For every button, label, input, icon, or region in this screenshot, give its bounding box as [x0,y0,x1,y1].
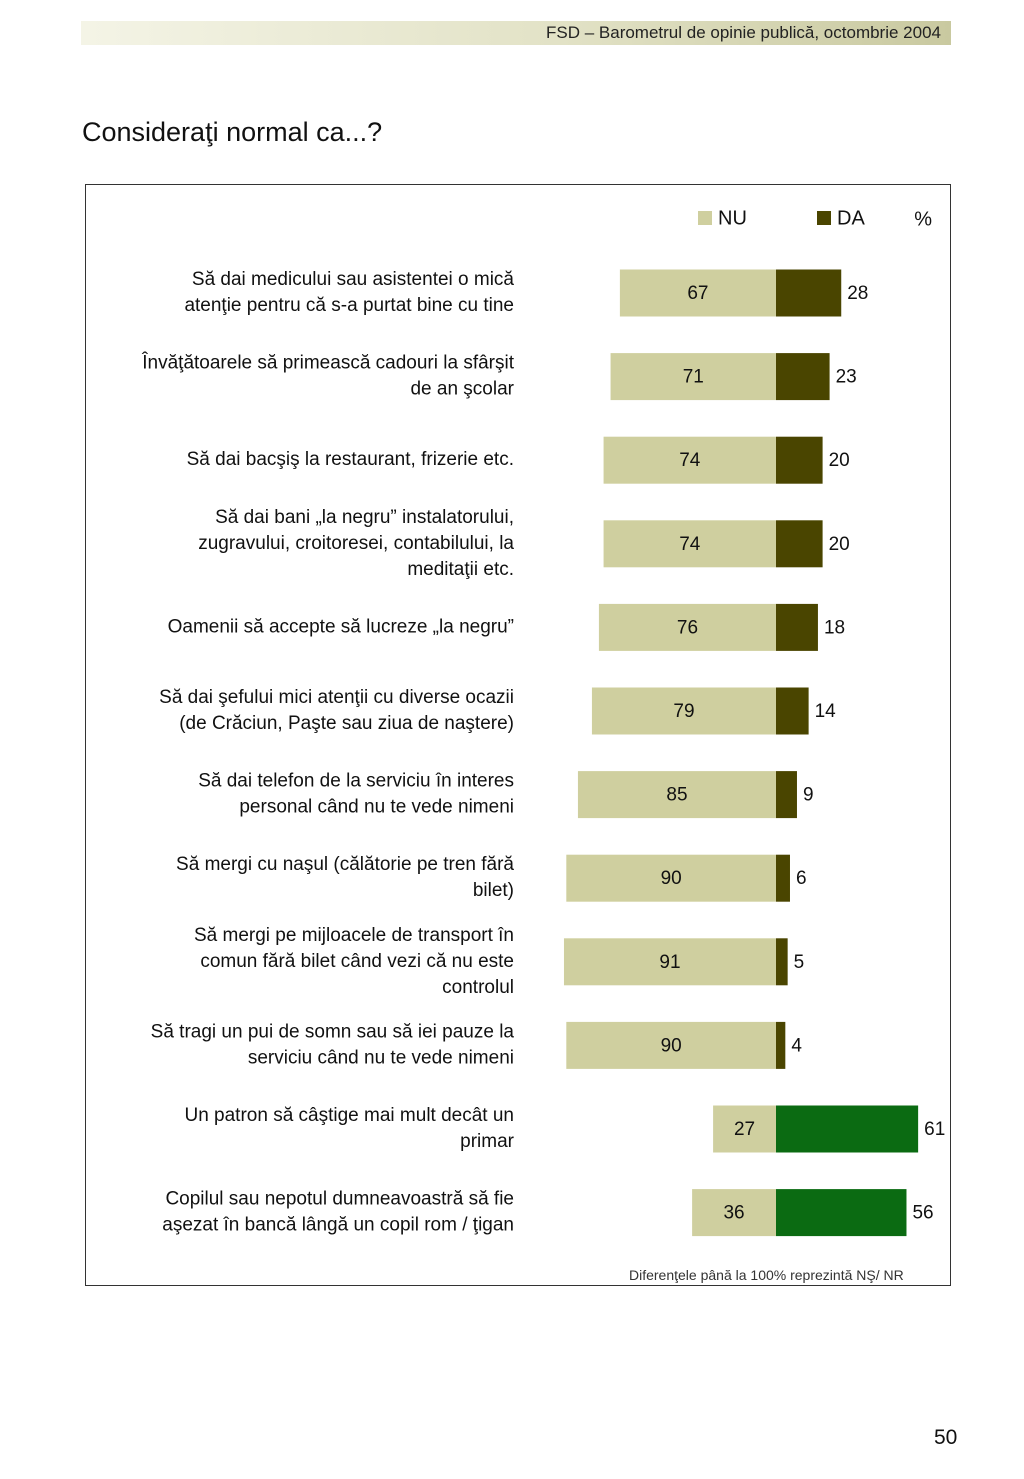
bar-da [776,269,842,317]
bar-nu [713,1105,776,1153]
bar-da [776,854,790,902]
bar-da-value: 6 [796,868,807,889]
bar-nu [603,520,776,568]
bar-da [776,1105,919,1153]
category-label: meditaţii etc. [407,559,514,580]
bar-da-value: 20 [829,450,850,471]
bar-nu [591,687,776,735]
category-label: Să dai medicului sau asistentei o mică [192,269,515,290]
category-label: Să dai bani „la negru” instalatorului, [215,507,514,528]
category-label: Oamenii să accepte să lucreze „la negru” [168,616,514,637]
footnote: Diferenţele până la 100% reprezintă NŞ/ … [629,1267,904,1283]
bar-nu-value: 90 [661,1035,682,1056]
category-label: aşezat în bancă lângă un copil rom / ţig… [162,1215,514,1236]
bar-nu [566,854,776,902]
category-label: Să dai şefului mici atenţii cu diverse o… [159,687,514,708]
bar-da-value: 28 [847,283,868,304]
category-label: bilet) [473,880,514,901]
bar-nu-value: 74 [679,450,701,471]
bar-da-value: 14 [815,701,837,722]
category-label: Să mergi pe mijloacele de transport în [194,925,514,946]
chart-frame: NU DA% Să dai medicului sau asistentei o m… [85,184,951,1286]
bar-nu [619,269,776,317]
bar-nu [577,771,776,819]
bar-da-value: 9 [803,785,814,806]
category-label: controlul [442,977,514,998]
page-title: Consideraţi normal ca...? [82,117,383,147]
bar-nu [610,353,776,401]
bar-da [776,603,818,651]
category-label: zugravului, croitoresei, contabilului, l… [198,533,514,554]
category-label: Un patron să câştige mai mult decât un [184,1105,514,1126]
legend-swatch-nu [698,211,712,225]
bar-da-value: 23 [836,367,857,388]
category-label: Să dai telefon de la serviciu în interes [198,771,514,792]
bar-nu-value: 79 [673,701,694,722]
bar-da [776,436,823,484]
bar-nu-value: 67 [687,283,708,304]
category-label: primar [460,1131,515,1152]
bar-nu-value: 71 [683,367,704,388]
bar-nu [563,938,776,986]
bar-da-value: 61 [924,1119,945,1140]
bar-nu-value: 36 [723,1203,744,1224]
bar-da [776,1189,907,1237]
bar-nu-value: 74 [679,534,701,555]
bar-da [776,771,797,819]
category-label: Să mergi cu naşul (călătorie pe tren făr… [176,854,514,875]
header-text: FSD – Barometrul de opinie publică, octo… [546,23,941,42]
category-label: atenţie pentru că s-a purtat bine cu tin… [184,295,514,316]
bar-nu-value: 76 [677,617,698,638]
bar-da [776,353,830,401]
page-number: 50 [934,1426,958,1449]
bar-da [776,938,788,986]
bar-nu [603,436,776,484]
bar-da [776,520,823,568]
unit-label: % [914,208,932,230]
bar-nu-value: 90 [661,868,682,889]
legend-label-da: DA [837,207,865,229]
bar-da-value: 5 [794,952,805,973]
bar-nu [692,1189,776,1237]
category-label: Copilul sau nepotul dumneavoastră să fie [165,1189,514,1210]
category-label: comun fără bilet când vezi că nu este [200,951,514,972]
category-label: serviciu când nu te vede nimeni [248,1047,514,1068]
bar-da-value: 4 [791,1035,802,1056]
bar-da-value: 18 [824,617,845,638]
category-label: Învăţătoarele să primească cadouri la sf… [141,352,514,374]
category-label: de an şcolar [410,379,514,400]
legend-swatch-da [817,211,831,225]
header-band: FSD – Barometrul de opinie publică, octo… [81,21,951,45]
category-label: personal când nu te vede nimeni [239,797,514,818]
bar-nu [566,1021,776,1069]
bar-da [776,1021,786,1069]
bar-da-value: 56 [912,1203,933,1224]
bar-nu-value: 91 [659,952,680,973]
bar-nu-value: 27 [734,1119,755,1140]
legend-label-nu: NU [718,207,747,229]
category-label: Să tragi un pui de somn sau să iei pauze… [151,1021,515,1042]
category-label: (de Crăciun, Paşte sau ziua de naştere) [179,713,514,734]
bar-chart: NU DA % Să dai medicului sau asistentei o m… [141,207,945,1237]
bar-nu [598,603,776,651]
bar-nu-value: 85 [666,785,687,806]
category-label: Să dai bacşiş la restaurant, frizerie et… [187,449,514,470]
bar-da-value: 20 [829,534,850,555]
bar-da [776,687,809,735]
